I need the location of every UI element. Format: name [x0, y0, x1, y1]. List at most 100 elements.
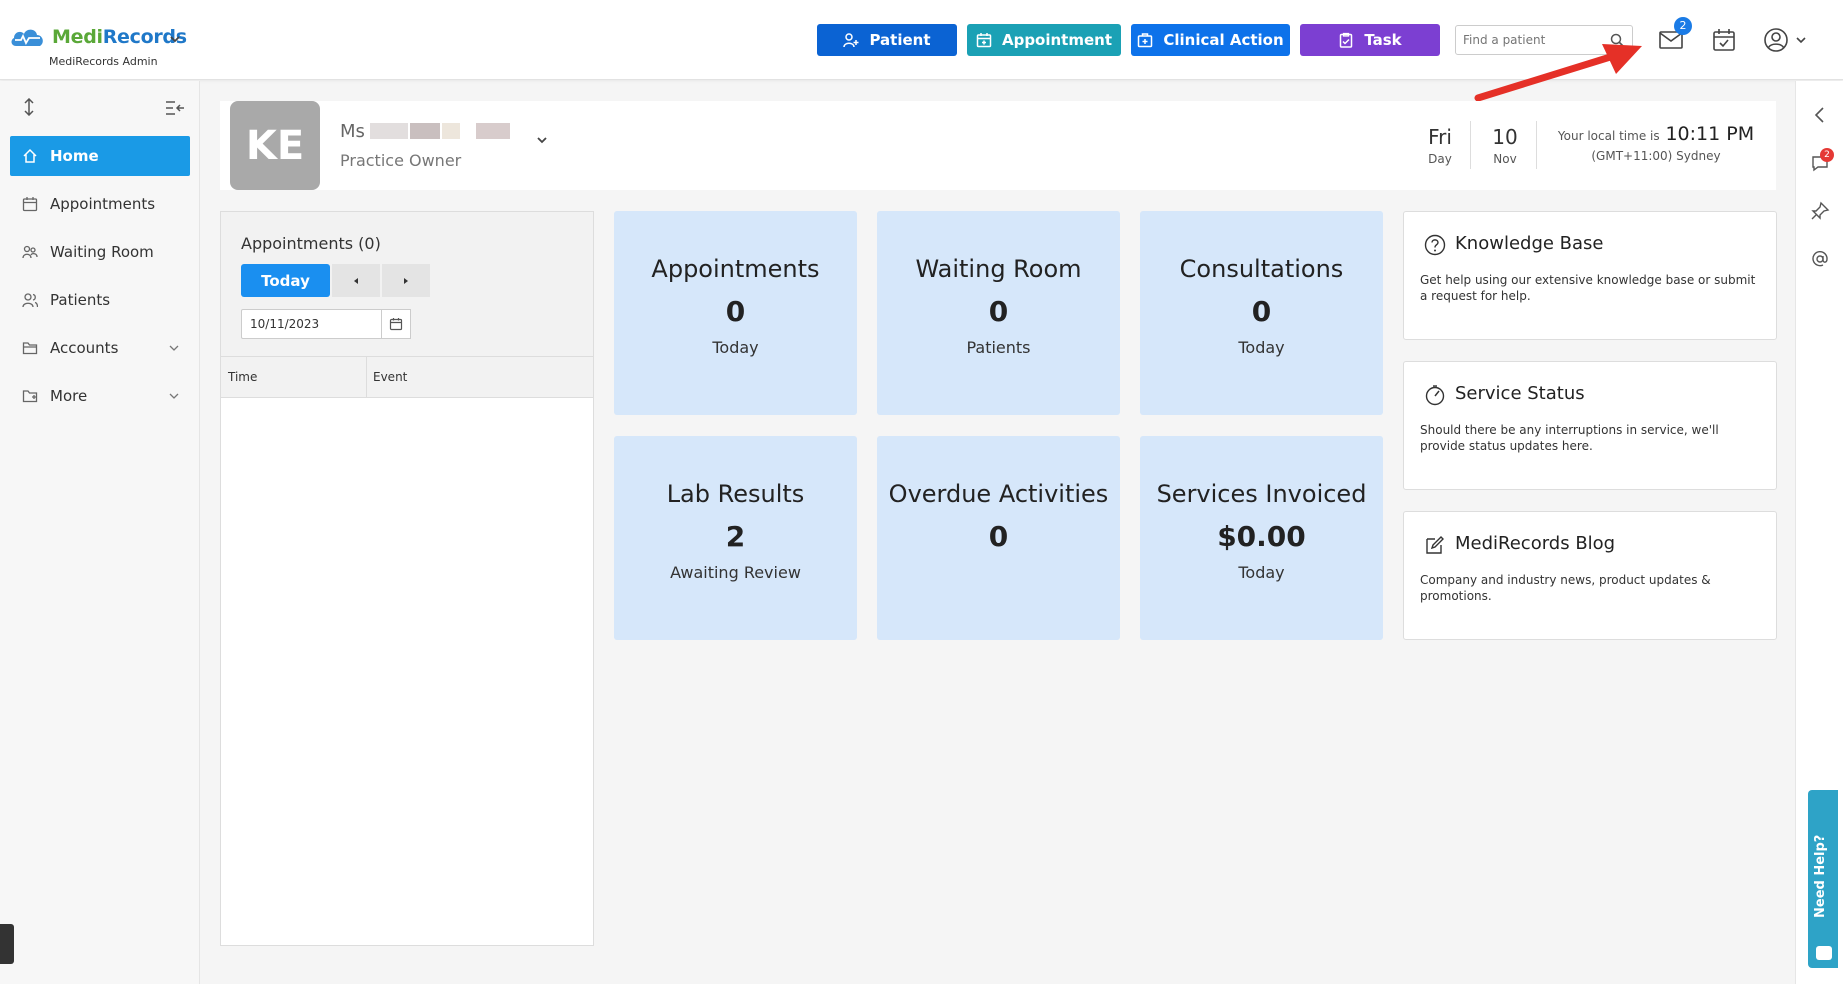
sidebar: Home Appointments Waiting Room Patients …	[0, 81, 200, 984]
user-role: Practice Owner	[340, 151, 462, 170]
medical-kit-icon	[1138, 33, 1153, 48]
knowledge-base-box[interactable]: Knowledge Base Get help using our extens…	[1403, 211, 1777, 340]
card-title: Appointments	[651, 255, 820, 283]
day-label: Day	[1428, 152, 1452, 166]
today-button[interactable]: Today	[241, 264, 330, 297]
info-box-description: Should there be any interruptions in ser…	[1420, 423, 1719, 453]
sidebar-item-home[interactable]: Home	[10, 136, 190, 176]
day-block: Fri Day	[1420, 125, 1460, 166]
card-value: 2	[725, 520, 746, 553]
sidebar-item-accounts[interactable]: Accounts	[10, 328, 190, 368]
clinical-action-button[interactable]: Clinical Action	[1131, 24, 1290, 56]
redacted-name	[476, 123, 510, 139]
info-box-title: Knowledge Base	[1455, 233, 1604, 254]
user-plus-icon	[843, 33, 859, 48]
pin-icon[interactable]	[1810, 201, 1830, 221]
sidebar-item-label: More	[50, 387, 88, 405]
add-appointment-button[interactable]: Appointment	[967, 24, 1121, 56]
sidebar-item-waiting-room[interactable]: Waiting Room	[10, 232, 190, 272]
sidebar-item-label: Appointments	[50, 195, 156, 213]
card-subtitle: Patients	[966, 338, 1031, 357]
card-consultations[interactable]: Consultations 0 Today	[1140, 211, 1383, 415]
divider	[1536, 121, 1537, 169]
user-name: Ms	[340, 121, 365, 142]
clinical-button-label: Clinical Action	[1163, 31, 1284, 49]
chevron-down-icon[interactable]	[168, 32, 182, 46]
sidebar-nav: Home Appointments Waiting Room Patients …	[10, 136, 190, 424]
collapse-sidebar-icon[interactable]	[165, 100, 185, 116]
mail-icon[interactable]	[1658, 27, 1684, 53]
info-box-title: MediRecords Blog	[1455, 533, 1616, 554]
info-box-title: Service Status	[1455, 383, 1585, 404]
card-appointments[interactable]: Appointments 0 Today	[614, 211, 857, 415]
patient-button-label: Patient	[869, 31, 931, 49]
card-lab-results[interactable]: Lab Results 2 Awaiting Review	[614, 436, 857, 640]
appointment-button-label: Appointment	[1001, 31, 1113, 49]
card-services-invoiced[interactable]: Services Invoiced $0.00 Today	[1140, 436, 1383, 640]
column-divider	[366, 357, 367, 398]
waiting-room-icon	[22, 245, 38, 259]
card-title: Services Invoiced	[1156, 480, 1367, 508]
sidebar-item-label: Waiting Room	[50, 243, 154, 261]
local-time-value: 10:11 PM	[1665, 123, 1755, 145]
need-help-tab[interactable]: Need Help?	[1808, 790, 1838, 968]
column-header-time: Time	[228, 370, 258, 384]
card-subtitle: Today	[712, 338, 759, 357]
sidebar-item-appointments[interactable]: Appointments	[10, 184, 190, 224]
calendar-check-icon[interactable]	[1711, 27, 1737, 53]
top-header: MediRecords MediRecords Admin Patient Ap…	[0, 0, 1843, 80]
redacted-name	[370, 123, 408, 139]
local-time: Your local time is 10:11 PM (GMT+11:00) …	[1556, 123, 1756, 163]
user-account-icon[interactable]	[1763, 27, 1789, 53]
calendar-icon	[22, 197, 38, 212]
timezone: (GMT+11:00) Sydney	[1591, 149, 1721, 163]
sidebar-tools	[20, 98, 185, 118]
logo-subtitle: MediRecords Admin	[49, 55, 158, 68]
chevron-down-icon	[169, 345, 179, 351]
add-task-button[interactable]: Task	[1300, 24, 1440, 56]
expand-vertical-icon[interactable]	[20, 98, 38, 116]
patient-search-input[interactable]	[1456, 26, 1596, 54]
card-waiting-room[interactable]: Waiting Room 0 Patients	[877, 211, 1120, 415]
calendar-plus-icon	[976, 33, 992, 48]
sidebar-item-patients[interactable]: Patients	[10, 280, 190, 320]
profile-strip: KE Ms Practice Owner Fri Day 10 Nov Your…	[220, 101, 1776, 190]
card-subtitle: Today	[1238, 563, 1285, 582]
calendar-icon	[389, 318, 403, 331]
side-drawer-handle[interactable]	[0, 924, 14, 964]
need-help-label: Need Help?	[1813, 834, 1828, 918]
card-overdue-activities[interactable]: Overdue Activities 0	[877, 436, 1120, 640]
local-time-label: Your local time is	[1557, 129, 1660, 143]
card-title: Overdue Activities	[888, 480, 1109, 508]
gauge-icon	[1425, 385, 1445, 406]
task-button-label: Task	[1364, 31, 1402, 49]
blog-box[interactable]: MediRecords Blog Company and industry ne…	[1403, 511, 1777, 640]
sidebar-item-more[interactable]: More	[10, 376, 190, 416]
date-number: 10	[1492, 125, 1518, 149]
chat-bubble-icon	[1816, 946, 1832, 960]
divider	[1470, 121, 1471, 169]
redacted-name	[410, 123, 440, 139]
at-sign-icon[interactable]	[1810, 249, 1830, 269]
chevron-down-icon[interactable]	[535, 133, 549, 147]
service-status-box[interactable]: Service Status Should there be any inter…	[1403, 361, 1777, 490]
chevron-down-icon[interactable]	[1795, 34, 1807, 46]
next-day-button[interactable]	[382, 264, 430, 297]
caret-left-icon	[354, 277, 358, 284]
users-icon	[22, 293, 38, 308]
chat-badge: 2	[1820, 148, 1834, 162]
month-name: Nov	[1493, 152, 1517, 166]
card-value: 0	[1251, 295, 1272, 328]
card-value: 0	[725, 295, 746, 328]
redacted-name	[442, 123, 460, 139]
previous-day-button[interactable]	[332, 264, 380, 297]
patient-search[interactable]	[1455, 25, 1633, 55]
date-field[interactable]: 10/11/2023	[241, 309, 382, 339]
cloud-logo-icon	[11, 29, 43, 46]
chevron-left-icon[interactable]	[1810, 105, 1830, 125]
add-patient-button[interactable]: Patient	[817, 24, 957, 56]
card-title: Waiting Room	[915, 255, 1082, 283]
column-header-event: Event	[373, 370, 408, 384]
date-picker-button[interactable]	[381, 309, 411, 339]
app-logo[interactable]: MediRecords	[10, 26, 187, 48]
